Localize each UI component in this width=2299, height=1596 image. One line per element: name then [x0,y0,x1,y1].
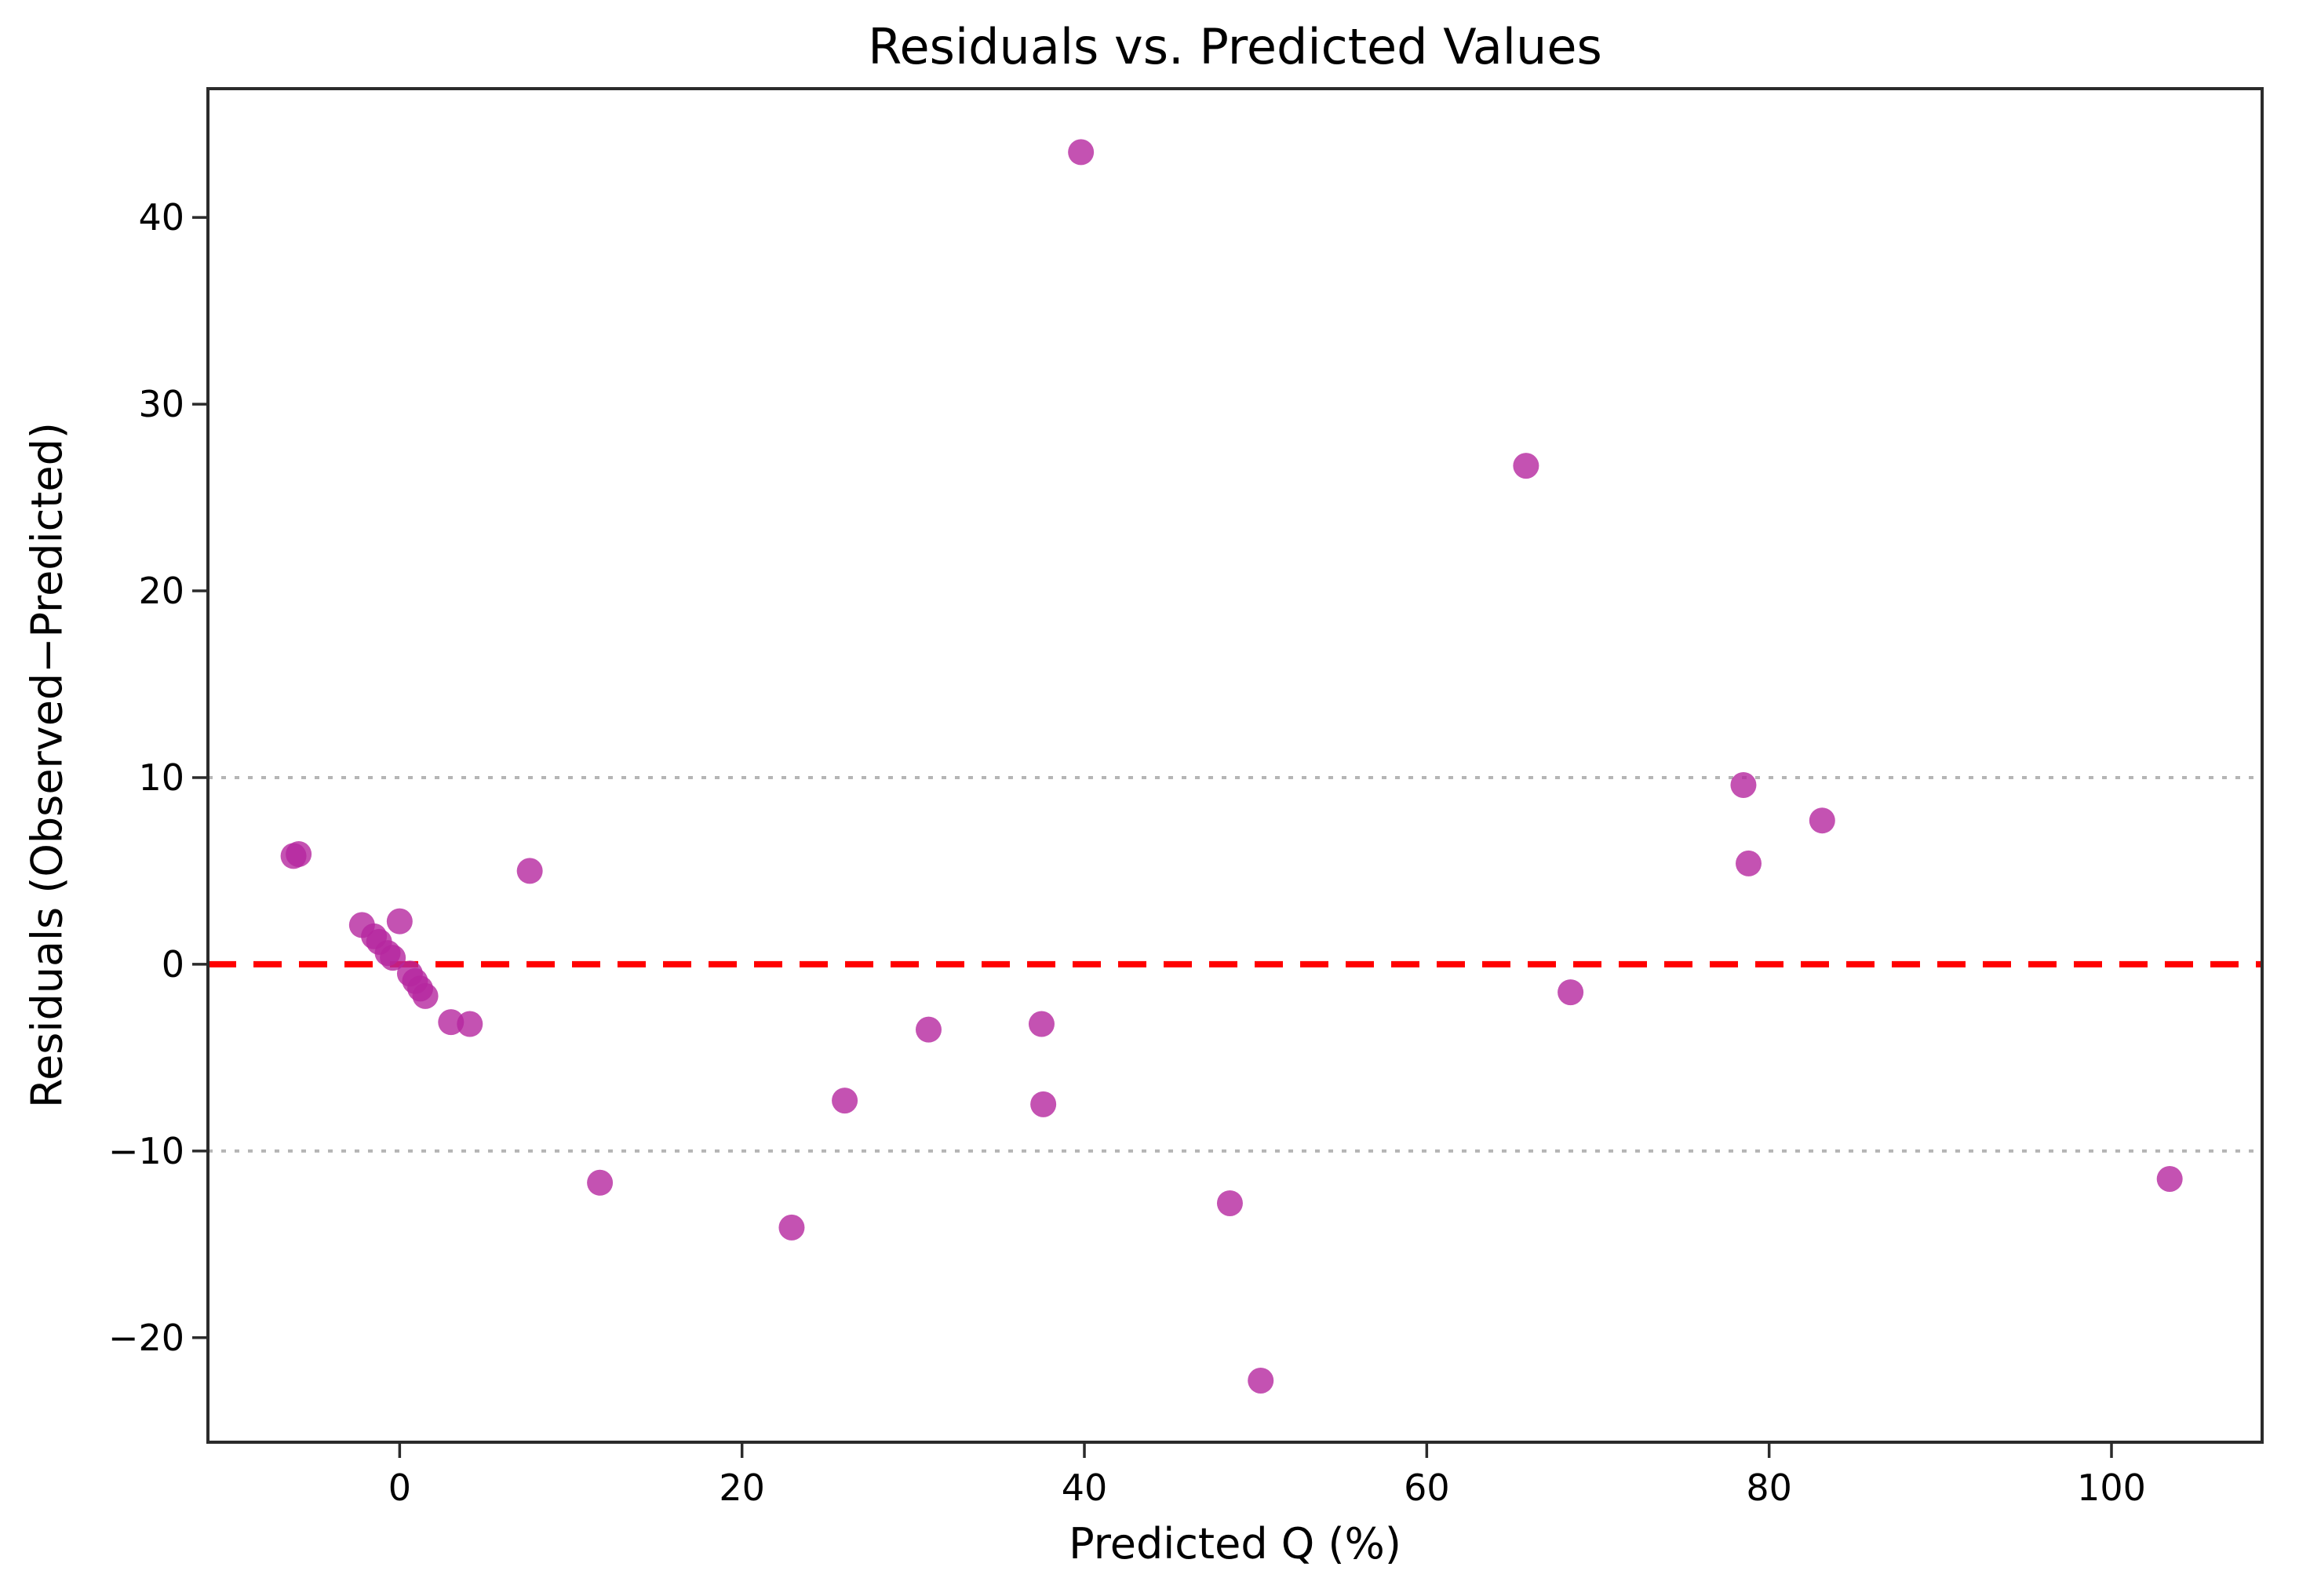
data-point [2156,1166,2183,1193]
y-tick-label: −20 [108,1317,184,1359]
y-tick-label: 30 [138,383,184,425]
data-point [1028,1011,1055,1037]
data-point [1558,979,1584,1006]
y-tick-label: 40 [138,196,184,239]
data-point [832,1088,858,1114]
data-point [587,1169,614,1196]
data-point [1809,807,1835,834]
x-tick-label: 20 [719,1467,765,1509]
data-point [1216,1190,1243,1216]
y-tick-label: 0 [162,943,184,986]
data-point [1030,1091,1057,1117]
data-point [1248,1367,1274,1394]
data-point [438,1009,465,1036]
x-tick-label: 80 [1746,1467,1792,1509]
data-point [1513,453,1539,479]
axes-frame [206,87,2264,1444]
y-tick-label: 20 [138,570,184,612]
x-tick-label: 100 [2077,1467,2146,1509]
y-tick-label: −10 [108,1130,184,1172]
data-point [1068,139,1095,166]
x-axis-label: Predicted Q (%) [1069,1519,1401,1569]
chart-title: Residuals vs. Predicted Values [868,18,1602,75]
y-tick-label: 10 [138,756,184,799]
data-point [516,858,543,884]
data-point [386,908,413,935]
x-tick-label: 60 [1404,1467,1450,1509]
data-point [778,1214,805,1241]
data-point [412,982,439,1009]
data-point [380,945,406,971]
x-tick-label: 0 [388,1467,411,1509]
data-point [915,1016,942,1043]
x-tick-label: 40 [1062,1467,1108,1509]
data-point [286,841,312,868]
data-point [1736,850,1762,876]
data-point [1730,771,1757,798]
data-point [457,1011,483,1037]
